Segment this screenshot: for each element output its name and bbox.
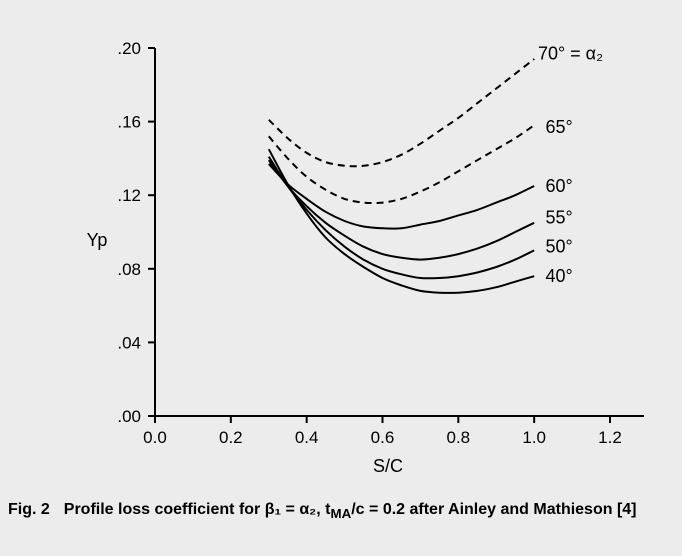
curve-label-0: 40° [546,266,573,286]
series-line-3 [268,163,535,230]
chart: 0.0 0.2 0.4 0.6 0.8 1.0 1.2.00.04.08.12.16.20 … [87,39,644,476]
x-tick-label: 1.2 [598,428,622,447]
y-axis-title: Yp [87,230,108,250]
x-tick-label: 0.6 [371,428,395,447]
y-tick-label: .16 [117,113,141,132]
x-axis-title: S/C [373,456,403,476]
y-tick-label: .20 [117,39,141,58]
caption-text: Profile loss coefficient for β₁ = α₂, t [63,501,331,518]
series-line-1 [267,156,535,280]
y-tick-label: .12 [117,186,141,205]
caption-text-2: /c = 0.2 after Ainley and Mathieson [4] [351,501,637,518]
figure-caption: Fig. 2 Profile loss coefficient for β₁ = … [8,500,680,523]
curve-label-4: 65° [546,117,573,137]
y-tick-label: .04 [117,333,141,352]
series-line-5 [268,58,535,168]
series-line-0 [267,148,535,294]
y-tick-label: .00 [117,407,141,426]
x-tick-label: 0.2 [219,428,243,447]
series-line-2 [267,159,535,261]
curves [267,58,535,294]
caption-subscript: MA [330,506,352,522]
x-tick-label: 1.0 [522,428,546,447]
ticks: 0.0 0.2 0.4 0.6 0.8 1.0 1.2 .00 .04 .08 .12 .16 .20 [117,39,621,447]
curve-label-3: 60° [546,176,573,196]
curve-label-1: 50° [546,237,573,257]
curve-label-2: 55° [546,207,573,227]
series-line-4 [268,124,535,205]
x-tick-label: 0.0 [143,428,167,447]
axes [154,48,644,417]
curve-label-5: 70° = α₂ [538,44,603,64]
curve-labels: 40° 50° 55° 60° 65° 70° = α₂ [538,44,603,287]
y-tick-label: .08 [117,260,141,279]
x-tick-label: 0.8 [447,428,471,447]
x-tick-label: 0.4 [295,428,319,447]
figure-number: Fig. 2 [8,501,50,518]
